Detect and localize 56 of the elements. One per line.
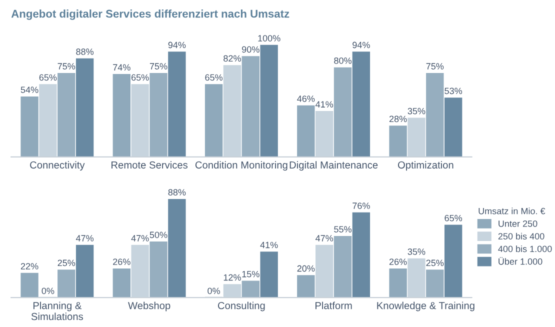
data-label: 25% xyxy=(58,260,76,266)
x-tick-label: Remote Services xyxy=(112,161,188,169)
data-label: 47% xyxy=(316,235,334,242)
data-label: 88% xyxy=(168,189,186,196)
data-label: 47% xyxy=(76,235,94,242)
data-label: 53% xyxy=(444,88,462,94)
data-label: 35% xyxy=(408,108,426,114)
data-label: 90% xyxy=(242,46,260,53)
x-tick-label: Condition Monitoring xyxy=(195,161,288,171)
legend-title: Umsatz in Mio. € xyxy=(478,208,546,214)
data-label: 74% xyxy=(113,64,130,71)
data-label: 65% xyxy=(39,74,57,81)
x-tick-label: Knowledge & Training xyxy=(377,302,474,312)
data-label: 35% xyxy=(408,248,426,255)
data-label: 82% xyxy=(224,55,241,62)
legend-label: 250 bis 400 xyxy=(498,232,544,240)
data-label: 46% xyxy=(297,96,315,102)
chart-title: Angebot digitaler Services differenziert nach Umsatz xyxy=(11,10,290,20)
data-label: 94% xyxy=(168,42,186,48)
x-tick-label: Webshop xyxy=(128,302,170,312)
legend-label: Unter 250 xyxy=(498,220,538,227)
data-label: 88% xyxy=(76,48,94,55)
data-label: 75% xyxy=(426,63,444,70)
data-label: 22% xyxy=(20,263,38,270)
x-tick-label: Digital Maintenance xyxy=(290,161,378,171)
legend-label: 400 bis 1.000 xyxy=(498,245,552,252)
data-label: 80% xyxy=(334,57,352,64)
data-label: 0% xyxy=(42,288,54,294)
data-label: 54% xyxy=(20,86,38,93)
data-label: 25% xyxy=(426,260,444,266)
data-label: 55% xyxy=(334,226,352,232)
data-label: 20% xyxy=(297,265,315,272)
data-label: 15% xyxy=(242,270,260,278)
data-label: 50% xyxy=(150,232,168,238)
data-label: 100% xyxy=(258,35,280,42)
data-label: 41% xyxy=(316,101,334,108)
x-tick-label: Platform xyxy=(316,302,352,310)
x-tick-label: Optimization xyxy=(398,161,454,171)
data-label: 75% xyxy=(58,63,76,70)
data-label: 12% xyxy=(224,274,241,281)
x-tick-label: Connectivity xyxy=(30,161,85,171)
data-label: 65% xyxy=(205,74,222,81)
data-label: 94% xyxy=(352,42,370,48)
data-label: 47% xyxy=(131,235,149,242)
data-label: 26% xyxy=(113,258,130,265)
x-tick-label: Consulting xyxy=(218,302,265,312)
legend-label: Über 1.000 xyxy=(498,257,542,265)
x-tick-label: Planning & Simulations xyxy=(31,302,84,320)
data-label: 26% xyxy=(389,258,407,265)
data-label: 65% xyxy=(444,214,462,222)
data-label: 65% xyxy=(132,74,149,81)
data-label: 28% xyxy=(389,116,407,122)
data-label: 76% xyxy=(352,202,370,209)
data-label: 0% xyxy=(208,288,220,294)
data-label: 75% xyxy=(150,63,168,70)
data-label: 41% xyxy=(260,242,278,248)
